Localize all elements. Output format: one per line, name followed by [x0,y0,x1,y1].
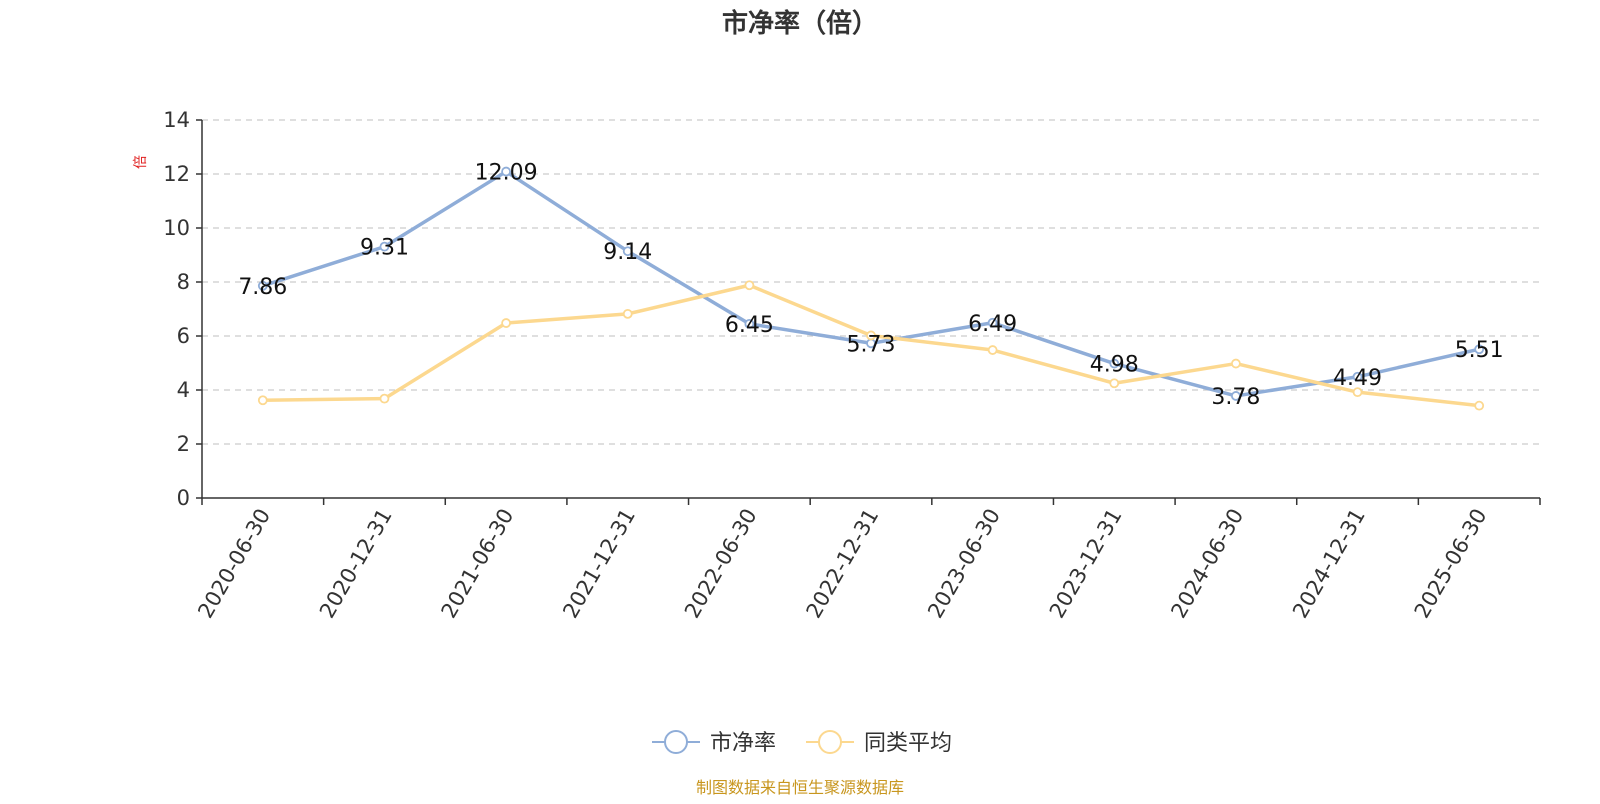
legend-item-1: 市净率 [652,730,776,756]
data-point [744,318,755,329]
grid-lines [202,119,1540,445]
data-point [1352,371,1363,382]
data-point [1474,400,1485,411]
data-point [257,395,268,406]
data-label: 4.98 [1090,353,1139,378]
x-tick-label: 2023-12-31 [1045,505,1127,623]
data-point [501,318,511,328]
data-point [1231,358,1241,369]
legend-label: 市净率 [710,731,776,756]
data-label: 3.78 [1211,385,1260,410]
legend: 市净率 同类平均 [652,730,952,756]
x-tick-label: 2020-06-30 [193,505,275,623]
x-tick-label: 2021-12-31 [558,505,640,623]
data-point [257,280,268,291]
y-tick-label: 2 [177,432,190,456]
x-tick-label: 2022-06-30 [680,505,762,623]
series-1 [257,166,1485,401]
data-point [1109,358,1120,369]
data-point [1352,387,1363,398]
y-tick-label: 14 [163,108,190,132]
series-layer [257,166,1485,411]
data-point [866,330,876,341]
data-labels: 7.86 9.31 12.09 9.14 6.45 5.73 6.49 4.98 3.78 4.4… [238,161,1503,410]
y-tick-label: 6 [177,324,190,348]
data-label: 5.73 [847,332,896,357]
chart-title: 市净率（倍） [722,8,878,39]
series-2 [257,280,1485,411]
y-tick-label: 8 [177,270,190,294]
x-tick-label: 2023-06-30 [923,505,1005,623]
x-tick-label: 2021-06-30 [437,505,519,623]
y-tick-label: 4 [177,378,190,402]
data-label: 6.45 [725,313,774,338]
data-label: 7.86 [238,275,287,300]
data-label: 4.49 [1333,366,1382,391]
x-tick-label: 2020-12-31 [315,505,397,623]
data-point [501,166,511,177]
data-point [1474,344,1485,355]
data-point [379,241,390,252]
data-label: 6.49 [968,312,1017,337]
x-tick-label: 2024-12-31 [1288,505,1370,623]
x-tick-label: 2024-06-30 [1166,505,1248,623]
data-point [622,246,633,257]
data-label: 12.09 [475,161,538,186]
legend-item-2: 同类平均 [806,730,952,756]
data-point [379,393,390,404]
source-note: 制图数据来自恒生聚源数据库 [696,778,904,797]
data-point [1231,391,1241,401]
legend-marker [664,730,688,754]
data-point [1109,378,1120,389]
legend-label: 同类平均 [864,731,952,756]
y-unit-label: 倍 [133,155,149,169]
y-tick-label: 12 [163,162,190,186]
x-tick-label: 2022-12-31 [802,505,884,623]
data-point [744,280,755,291]
data-label: 9.31 [360,236,409,261]
x-tick-label: 2025-06-30 [1410,505,1492,623]
y-tick-label: 0 [177,486,190,510]
data-point [987,345,998,355]
y-tick-label: 10 [163,216,190,240]
data-point [987,317,998,328]
legend-marker [818,730,842,754]
data-label: 5.51 [1455,338,1504,363]
data-point [622,308,633,319]
data-label: 9.14 [603,240,652,265]
